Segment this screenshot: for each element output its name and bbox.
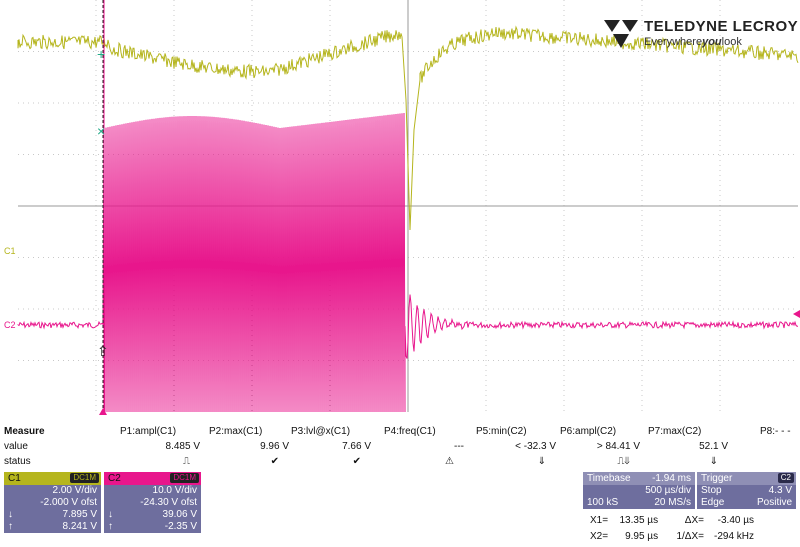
param-name: P6:ampl(C2) xyxy=(560,426,617,437)
c2-vdiv: 10.0 V/div xyxy=(152,485,197,496)
param-name: P5:min(C2) xyxy=(476,426,527,437)
param-status-icon: ⎍ xyxy=(183,456,190,467)
timebase-rate: 20 MS/s xyxy=(654,497,691,508)
svg-text:×: × xyxy=(97,123,105,139)
value-row-label: value xyxy=(4,441,28,452)
brand-name: TELEDYNE LECROY xyxy=(644,18,799,35)
c2-cursor1-value: 39.06 V xyxy=(162,509,197,520)
c2-channel-box[interactable]: C2 DC1M 10.0 V/div -24.30 V ofst ↓ 39.06 V… xyxy=(104,472,201,533)
c1-vdiv: 2.00 V/div xyxy=(52,485,97,496)
param-name: P4:freq(C1) xyxy=(384,426,436,437)
c1-box-title: C1 xyxy=(8,473,21,484)
lecroy-logo-icon xyxy=(604,20,638,48)
cursor-down-icon: ↓ xyxy=(8,509,13,520)
param-value: < -32.3 V xyxy=(515,441,556,452)
param-status-icon: ⇓ xyxy=(537,456,546,467)
brand-tagline: Everywhereyoulook xyxy=(644,36,742,48)
waveform-traces: + × ⇧ xyxy=(17,0,800,415)
param-value: 8.485 V xyxy=(165,441,200,452)
timebase-box[interactable]: Timebase -1.94 ms 500 µs/div 100 kS 20 MS/… xyxy=(583,472,695,509)
status-row-label: status xyxy=(4,456,31,467)
c1-cursor2-value: 8.241 V xyxy=(62,521,97,532)
param-status-icon: ⇓ xyxy=(709,456,718,467)
cursor-inverse-readout: 1/ΔX= -294 kHz xyxy=(676,531,754,542)
trigger-slope: Positive xyxy=(756,497,792,508)
c1-channel-box[interactable]: C1 DC1M 2.00 V/div -2.000 V ofst ↓ 7.895 V… xyxy=(4,472,101,533)
cursor-x2-readout: X2= 9.95 µs xyxy=(590,531,659,542)
cursor-up-icon: ↑ xyxy=(108,521,113,532)
trigger-title: Trigger xyxy=(701,473,733,484)
param-name: P8:- - - xyxy=(760,426,791,437)
param-value: --- xyxy=(454,441,464,452)
cursor-down-icon: ↓ xyxy=(108,509,113,520)
param-value: 9.96 V xyxy=(260,441,289,452)
trigger-box[interactable]: Trigger C2 Stop 4.3 V Edge Positive xyxy=(697,472,796,509)
c2-offset: -24.30 V ofst xyxy=(140,497,197,508)
param-value: > 84.41 V xyxy=(596,441,640,452)
svg-text:+: + xyxy=(97,46,105,62)
brand-logo: TELEDYNE LECROY Everywhereyoulook xyxy=(604,16,798,56)
waveform-display[interactable]: + × ⇧ TELEDYNE LECROY Everywhereyoulook C1… xyxy=(0,0,800,422)
param-value: 52.1 V xyxy=(699,441,728,452)
c1-offset: -2.000 V ofst xyxy=(40,497,97,508)
c2-coupling-badge: DC1M xyxy=(170,473,199,483)
param-name: P3:lvl@x(C1) xyxy=(291,426,351,437)
param-name: P2:max(C1) xyxy=(209,426,263,437)
trigger-mode: Stop xyxy=(701,485,722,496)
cursor-up-icon: ↑ xyxy=(8,521,13,532)
measure-header: Measure xyxy=(4,426,45,437)
param-status-icon: ⚠ xyxy=(445,456,454,467)
c2-box-title: C2 xyxy=(108,473,121,484)
c2-cursor2-value: -2.35 V xyxy=(164,521,197,532)
timebase-samples: 100 kS xyxy=(587,497,619,508)
timebase-tdiv: 500 µs/div xyxy=(645,485,691,496)
trigger-type: Edge xyxy=(701,497,725,508)
param-status-icon: ⎍⇓ xyxy=(617,456,630,467)
c1-coupling-badge: DC1M xyxy=(70,473,99,483)
timebase-delay: -1.94 ms xyxy=(652,473,691,484)
cursor-delta-readout: ΔX= -3.40 µs xyxy=(684,515,754,526)
measure-table: Measure value status P1:ampl(C1) 8.485 V ⎍… xyxy=(0,424,800,474)
param-status-icon: ✔ xyxy=(270,456,279,467)
param-status-icon: ✔ xyxy=(352,456,361,467)
c2-trace-label: C2 xyxy=(4,320,16,330)
c1-cursor1-value: 7.895 V xyxy=(62,509,97,520)
param-name: P7:max(C2) xyxy=(648,426,702,437)
trigger-level: 4.3 V xyxy=(768,485,792,496)
cursor-x1-readout: X1= 13.35 µs xyxy=(590,515,659,526)
trigger-source-badge: C2 xyxy=(777,473,794,483)
c1-trace-label: C1 xyxy=(4,246,16,256)
svg-text:⇧: ⇧ xyxy=(97,343,109,359)
param-value: 7.66 V xyxy=(342,441,371,452)
timebase-title: Timebase xyxy=(587,473,631,484)
param-name: P1:ampl(C1) xyxy=(120,426,177,437)
